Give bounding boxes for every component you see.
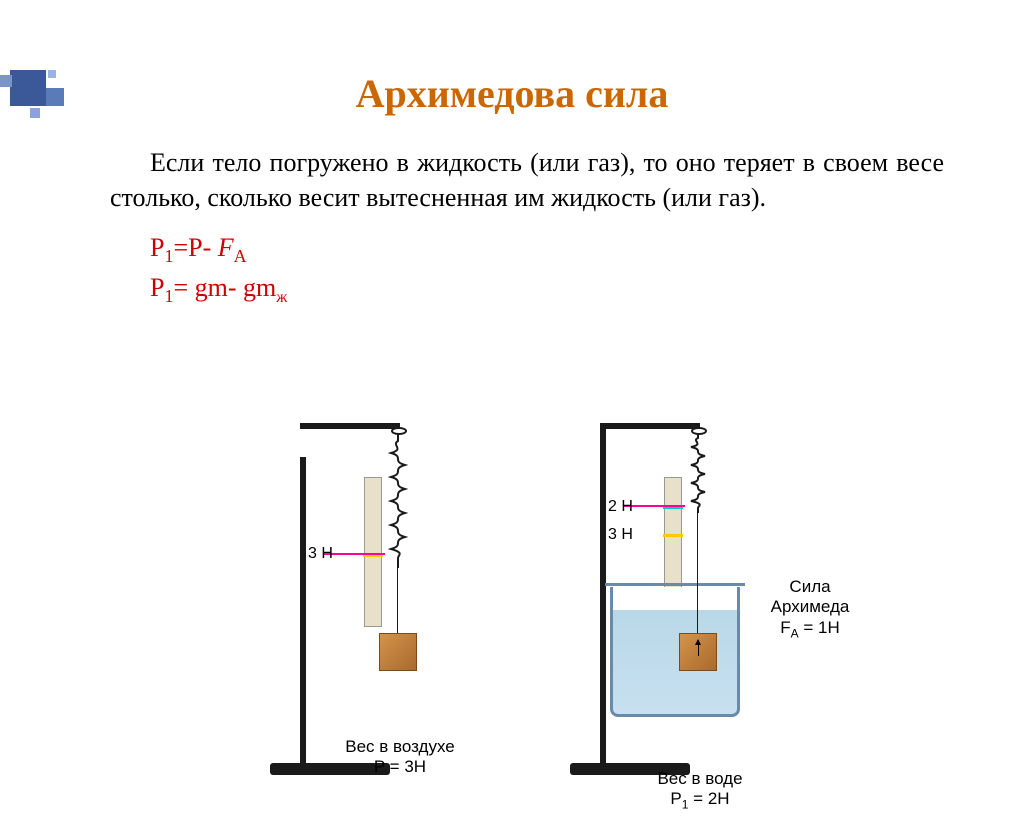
mark-label-2n: 2 Н	[608, 497, 633, 516]
stand-water: 2 Н 3 Н Сила Архимеда FA = 1Н Вес в воде…	[560, 415, 790, 807]
deco-square	[30, 108, 40, 118]
page-title: Архимедова сила	[0, 70, 1024, 117]
deco-square	[48, 70, 56, 78]
formulas-block: P1=P- FA P1= gm- gmж	[150, 233, 1024, 307]
weight-block	[379, 633, 417, 671]
mark-label-3n: 3 Н	[308, 544, 333, 563]
scale-plate	[364, 477, 382, 627]
caption-water: Вес в воде P1 = 2Н	[630, 769, 770, 812]
wire	[697, 512, 698, 633]
caption-air: Вес в воздухе P = 3Н	[320, 737, 480, 778]
body-text: Если тело погружено в жидкость (или газ)…	[110, 145, 944, 215]
stand-air: 3 Н Вес в воздухе P = 3Н	[260, 415, 490, 775]
spring-icon	[388, 433, 408, 568]
beaker	[610, 587, 740, 717]
formula-1: P1=P- FA	[150, 233, 1024, 267]
wire	[397, 567, 398, 633]
stand-pole	[600, 425, 606, 765]
archimedes-label: Сила Архимеда FA = 1Н	[755, 577, 865, 641]
stand-arm	[300, 423, 400, 429]
stand-pole	[300, 457, 306, 765]
diagram-area: 3 Н Вес в воздухе P = 3Н 2 Н 3 Н Сила	[260, 410, 920, 810]
deco-square	[46, 88, 64, 106]
deco-square	[0, 75, 12, 87]
spring-icon	[688, 433, 708, 513]
formula-2: P1= gm- gmж	[150, 273, 1024, 307]
corner-decoration	[0, 70, 100, 130]
archimedes-formula: FA = 1Н	[780, 618, 840, 637]
weight-block	[679, 633, 717, 671]
mark-label-3n: 3 Н	[608, 525, 633, 544]
stand-arm	[600, 423, 700, 429]
archimedes-arrow-icon	[698, 640, 699, 656]
caption-water-formula: P1 = 2Н	[670, 789, 729, 808]
scale-mark-3n	[663, 534, 683, 537]
deco-square	[10, 70, 46, 106]
